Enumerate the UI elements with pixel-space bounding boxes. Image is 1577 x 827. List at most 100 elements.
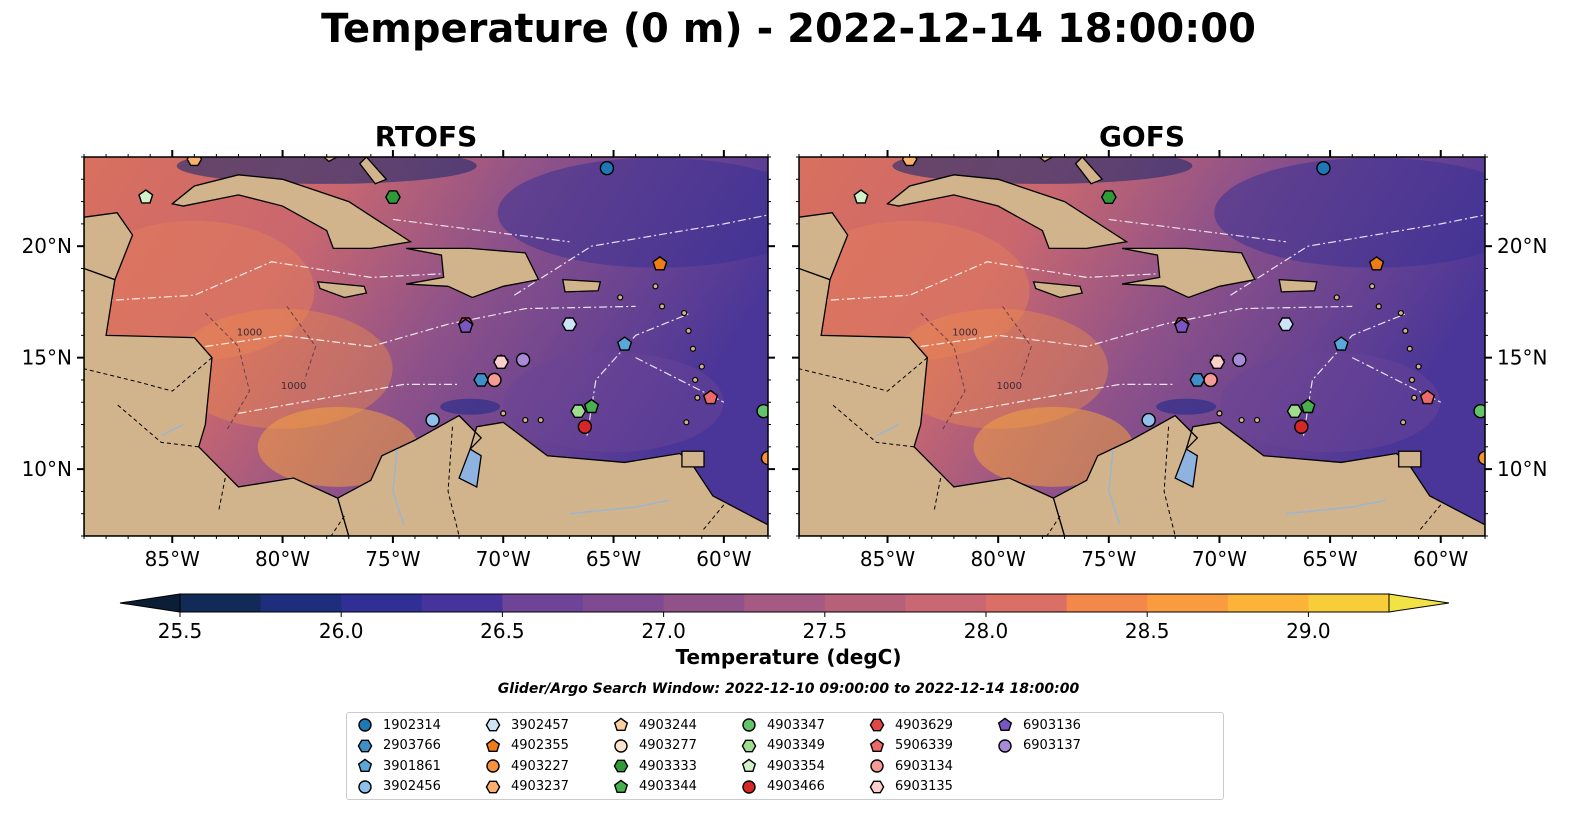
lat-tick-label: 15°N [22, 346, 72, 370]
landmass-trinidad [1398, 450, 1422, 468]
landmass-bahamasA [1038, 157, 1054, 163]
legend-item-4903333: 4903333 [613, 756, 697, 776]
landmass-yucatan [84, 212, 134, 281]
island [698, 363, 705, 370]
landmass-puertoRico [1278, 278, 1318, 293]
legend-item-4903344: 4903344 [613, 777, 697, 797]
colorbar: 25.5 26.0 26.5 27.0 27.5 28.0 28.5 29.0 [119, 593, 1450, 643]
circle-marker-icon [742, 779, 756, 794]
legend-label: 4903466 [767, 779, 825, 794]
float-marker-4903347 [756, 403, 768, 419]
float-marker-6903136 [1174, 318, 1190, 333]
float-marker-4903354 [853, 189, 869, 204]
legend-marker-4903344 [613, 779, 629, 793]
legend-marker-6903136 [997, 717, 1013, 732]
island [683, 419, 690, 426]
legend-marker-6903134 [870, 759, 884, 773]
legend-marker-6903137 [998, 738, 1012, 753]
legend-item-4903629: 4903629 [869, 715, 953, 735]
island [1397, 309, 1405, 317]
legend-marker-4903237 [485, 780, 501, 793]
landmass-cuba [170, 174, 413, 250]
lat-tick-label: 10°N [1497, 457, 1547, 481]
search-window-text: Glider/Argo Search Window: 2022-12-10 09… [497, 681, 1080, 697]
float-marker-4903344 [1300, 398, 1316, 414]
float-marker-3902457 [1277, 317, 1294, 332]
legend-label: 6903135 [895, 779, 953, 794]
lon-tick-label: 85°W [145, 547, 200, 571]
contour-label: 1000 [237, 327, 262, 338]
legend-marker-4903347 [742, 718, 756, 732]
pentagon-marker-icon [997, 717, 1013, 732]
legend-label: 4903277 [639, 738, 697, 753]
contour-label: 1000 [281, 381, 306, 392]
legend-item-1902314: 1902314 [357, 715, 441, 735]
hexagon-marker-icon [869, 718, 885, 732]
legend-marker-4903349 [741, 739, 757, 752]
landmass-jamaica [316, 281, 368, 299]
island [1400, 419, 1407, 426]
island [1411, 394, 1418, 401]
colorbar-tick-label: 26.5 [480, 619, 525, 643]
legend-marker-4903227 [486, 759, 500, 773]
legend-label: 4903347 [767, 717, 825, 733]
island [1402, 327, 1409, 334]
float-marker-4903333 [384, 190, 401, 205]
legend-item-5906339: 5906339 [869, 736, 953, 756]
lon-tick-label: 80°W [971, 547, 1026, 571]
legend-marker-3901861 [357, 758, 373, 773]
contour-label: 1000 [996, 381, 1021, 392]
float-marker-4903466 [577, 419, 593, 434]
landmass-bahamasB [1074, 157, 1104, 185]
float-marker-3901861 [616, 336, 633, 351]
legend-label: 3902456 [383, 779, 441, 794]
float-marker-3901861 [1333, 336, 1349, 351]
lon-tick-label: 70°W [476, 547, 531, 571]
landmass-hispaniola [406, 247, 540, 299]
legend-marker-5906339 [869, 738, 885, 752]
float-marker-5906339 [1419, 389, 1436, 405]
hexagon-marker-icon [485, 718, 501, 732]
panel-title-rtofs: RTOFS [374, 120, 478, 153]
legend-label: 2903766 [383, 738, 441, 753]
island [1406, 345, 1413, 352]
legend-marker-1902314 [358, 718, 372, 732]
legend-marker-4903629 [869, 718, 885, 732]
lat-tick-label: 10°N [22, 457, 72, 481]
legend-label: 4903237 [511, 779, 569, 794]
lon-tick-label: 80°W [255, 547, 310, 571]
legend-marker-3902457 [485, 718, 501, 732]
island [681, 309, 688, 317]
island [692, 376, 699, 384]
legend-marker-4902355 [485, 738, 501, 752]
float-marker-4902355 [1368, 256, 1385, 271]
map-frame [83, 156, 769, 537]
island [537, 416, 544, 424]
colorbar-tick-label: 29.0 [1286, 619, 1331, 643]
legend-label: 6903134 [895, 758, 953, 774]
hexagon-marker-icon [357, 739, 373, 752]
float-marker-4903227 [1477, 450, 1485, 466]
float-marker-4903227 [760, 450, 768, 466]
landmass-bahamasB [358, 157, 388, 185]
colorbar-label: Temperature (degC) [675, 645, 902, 669]
legend-item-4903244: 4903244 [613, 715, 697, 735]
legend-label: 3902457 [511, 717, 569, 733]
pentagon-marker-icon [741, 758, 757, 773]
lat-tick-label: 20°N [1497, 234, 1547, 258]
colorbar-tick-label: 26.0 [319, 619, 364, 643]
lon-tick-label: 65°W [586, 547, 641, 571]
colorbar-tick-label: 25.5 [158, 619, 203, 643]
landmass-jamaica [1032, 281, 1084, 299]
landmass-bahamasA [322, 157, 339, 163]
lon-tick-label: 60°W [696, 547, 751, 571]
island [617, 294, 624, 301]
legend-item-6903134: 6903134 [869, 756, 953, 776]
colorbar-tick-label: 28.5 [1125, 619, 1170, 643]
legend-item-4903349: 4903349 [741, 736, 825, 756]
lon-tick-label: 70°W [1192, 547, 1247, 571]
legend-label: 4903344 [639, 779, 697, 794]
landmass-southAmerica [336, 414, 768, 536]
float-marker-6903137 [1232, 352, 1247, 368]
